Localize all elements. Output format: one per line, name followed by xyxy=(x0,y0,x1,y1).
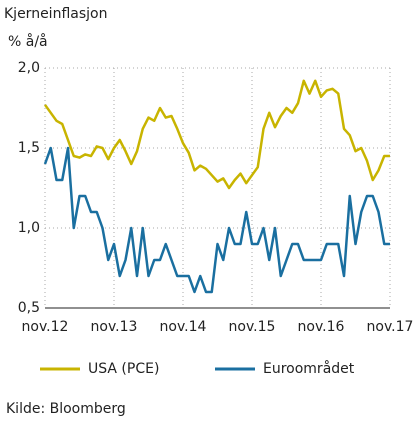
y-tick-label: 2,0 xyxy=(18,60,40,76)
x-tick-label: nov.12 xyxy=(22,319,69,335)
y-tick-label: 1,0 xyxy=(18,220,40,236)
chart-title: Kjerneinflasjon xyxy=(4,6,107,22)
y-tick-label: 1,5 xyxy=(18,140,40,156)
x-tick-label: nov.17 xyxy=(367,319,414,335)
line xyxy=(43,146,390,294)
legend-label: Euroområdet xyxy=(263,360,355,377)
x-tick-label: nov.14 xyxy=(160,319,207,335)
source: Kilde: Bloomberg xyxy=(6,401,126,417)
legend-label: USA (PCE) xyxy=(88,361,159,377)
line xyxy=(43,79,390,190)
x-tick-label: nov.16 xyxy=(298,319,345,335)
chart-subtitle: % å/å xyxy=(8,33,48,50)
x-tick-label: nov.15 xyxy=(229,319,276,335)
y-tick-label: 0,5 xyxy=(18,300,40,316)
x-tick-label: nov.13 xyxy=(91,319,138,335)
